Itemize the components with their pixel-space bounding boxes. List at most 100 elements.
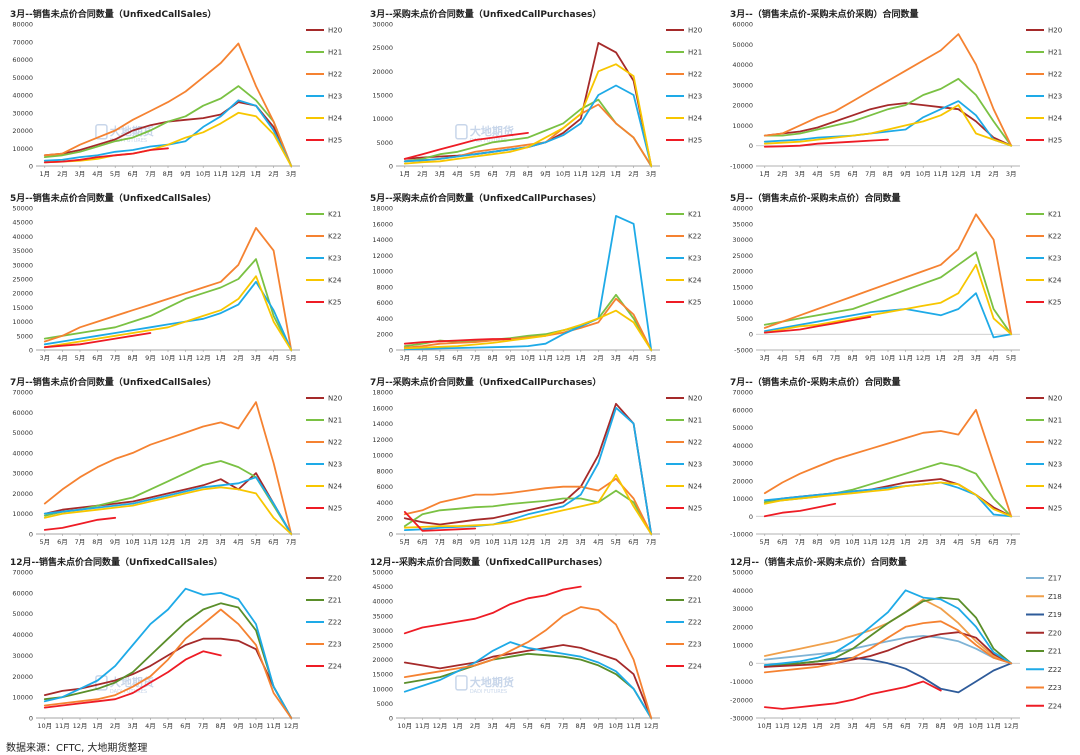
x-tick-label: 4月: [505, 722, 516, 730]
chart-panel-3: 3月--（销售未点价-采购未点价采购）合同数量 -10000 0 10000 20000…: [724, 4, 1080, 186]
y-tick-label: 10000: [12, 318, 33, 326]
y-tick-label: 12000: [372, 252, 393, 260]
x-tick-label: 11月: [415, 722, 430, 730]
x-tick-label: 5月: [830, 170, 841, 178]
x-tick-label: 5月: [435, 354, 446, 362]
chart-panel-11: 12月--采购未点价合同数量（UnfixedCallPurchases） 大地期货…: [364, 552, 720, 738]
chart-title: 7月--（销售未点价-采购未点价）合同数量: [730, 376, 900, 388]
chart-title: 12月--采购未点价合同数量（UnfixedCallPurchases）: [370, 556, 608, 568]
y-tick-label: 0: [749, 660, 753, 668]
source-note: 数据来源：CFTC, 大地期货整理: [6, 743, 148, 754]
y-tick-label: 50000: [732, 424, 753, 432]
y-tick-label: 5000: [376, 139, 393, 147]
x-tick-label: 6月: [777, 538, 788, 546]
x-tick-label: 8月: [812, 538, 823, 546]
y-tick-label: 40000: [372, 598, 393, 606]
x-tick-label: 6月: [92, 354, 103, 362]
x-tick-label: 3月: [75, 170, 86, 178]
legend-label-k23: K23: [1048, 255, 1062, 263]
x-tick-label: 5月: [470, 170, 481, 178]
legend-label-n24: N24: [328, 483, 343, 491]
x-tick-label: 5月: [883, 722, 894, 730]
y-tick-label: 18000: [372, 389, 393, 397]
x-tick-label: 1月: [935, 354, 946, 362]
chart-svg: 5月--采购未点价合同数量（UnfixedCallPurchases） 0 2000…: [370, 192, 702, 362]
y-tick-label: 15000: [372, 92, 393, 100]
legend-label-z20: Z20: [1048, 629, 1062, 637]
y-tick-label: 50000: [732, 41, 753, 49]
y-tick-label: 30000: [732, 605, 753, 613]
x-tick-label: 3月: [215, 538, 226, 546]
series-line-h24: [43, 111, 293, 167]
y-tick-label: 6000: [376, 483, 393, 491]
series-line-z22: [403, 641, 653, 719]
x-tick-label: 9月: [145, 354, 156, 362]
y-tick-label: 40000: [732, 442, 753, 450]
chart-panel-7: 7月--销售未点价合同数量（UnfixedCallSales） 0 10000 200…: [4, 372, 360, 554]
y-tick-label: 35000: [372, 612, 393, 620]
series-line-k22: [43, 227, 293, 351]
x-tick-label: 7月: [435, 538, 446, 546]
y-tick-label: 40000: [12, 92, 33, 100]
legend-label-z21: Z21: [328, 597, 342, 605]
x-tick-label: 3月: [575, 538, 586, 546]
x-tick-label: 9月: [900, 170, 911, 178]
y-tick-label: 12000: [372, 436, 393, 444]
y-tick-label: 10000: [372, 115, 393, 123]
chart-panel-12: 12月--（销售未点价-采购未点价）合同数量 -30000 -20000 -10000…: [724, 552, 1080, 738]
legend-label-z23: Z23: [688, 641, 702, 649]
x-tick-label: 2月: [57, 170, 68, 178]
x-tick-label: 11月: [933, 170, 948, 178]
x-tick-label: 10月: [609, 722, 624, 730]
legend-label-h20: H20: [688, 27, 702, 35]
x-tick-label: 10月: [556, 170, 571, 178]
series-line-k24: [43, 275, 293, 351]
y-tick-label: 0: [749, 331, 753, 339]
y-tick-label: 8000: [376, 467, 393, 475]
watermark-text: 大地期货: [470, 124, 514, 138]
legend-label-z22: Z22: [328, 619, 342, 627]
x-tick-label: 3月: [487, 722, 498, 730]
x-tick-label: 3月: [127, 722, 138, 730]
legend-label-z21: Z21: [1048, 648, 1062, 656]
y-tick-label: 50000: [12, 205, 33, 213]
chart-panel-5: 5月--采购未点价合同数量（UnfixedCallPurchases） 0 2000…: [364, 188, 720, 370]
legend-label-z21: Z21: [688, 597, 702, 605]
y-tick-label: 70000: [732, 389, 753, 397]
legend-label-k22: K22: [688, 233, 702, 241]
x-tick-label: 4月: [268, 354, 279, 362]
x-tick-label: 8月: [487, 354, 498, 362]
y-tick-label: 10000: [732, 122, 753, 130]
x-tick-label: 2月: [918, 538, 929, 546]
chart-title: 5月--销售未点价合同数量（UnfixedCallSales）: [10, 192, 216, 204]
x-tick-label: 3月: [39, 354, 50, 362]
x-tick-label: 11月: [55, 722, 70, 730]
legend-label-n22: N22: [688, 439, 702, 447]
legend-label-k24: K24: [328, 277, 342, 285]
x-tick-label: 5月: [163, 722, 174, 730]
chart-svg: 3月--销售未点价合同数量（UnfixedCallSales）大地期货DADI …: [10, 8, 343, 178]
chart-svg: 3月--采购未点价合同数量（UnfixedCallPurchases） 大地期货D…: [370, 8, 703, 178]
legend-label-h23: H23: [328, 93, 342, 101]
x-tick-label: 9月: [953, 722, 964, 730]
chart-title: 12月--销售未点价合同数量（UnfixedCallSales）: [10, 556, 223, 568]
y-tick-label: 25000: [12, 276, 33, 284]
series-line-z20: [763, 631, 1013, 668]
series-line-h25: [763, 138, 889, 148]
y-tick-label: 10000: [372, 268, 393, 276]
series-line-z21: [43, 602, 293, 719]
x-tick-label: 7月: [830, 354, 841, 362]
y-tick-label: 30000: [372, 627, 393, 635]
legend-label-h22: H22: [1048, 71, 1062, 79]
y-tick-label: 30000: [12, 109, 33, 117]
x-tick-label: 2月: [593, 354, 604, 362]
x-tick-label: 10月: [881, 354, 896, 362]
series-line-z20: [403, 644, 653, 719]
series-line-h25: [403, 131, 529, 160]
watermark-subtext: DADI FUTURES: [470, 138, 507, 144]
legend-label-n20: N20: [688, 395, 702, 403]
watermark-logo: [455, 124, 468, 140]
y-tick-label: 35000: [12, 247, 33, 255]
x-tick-label: 1月: [575, 354, 586, 362]
x-tick-label: 11月: [775, 722, 790, 730]
